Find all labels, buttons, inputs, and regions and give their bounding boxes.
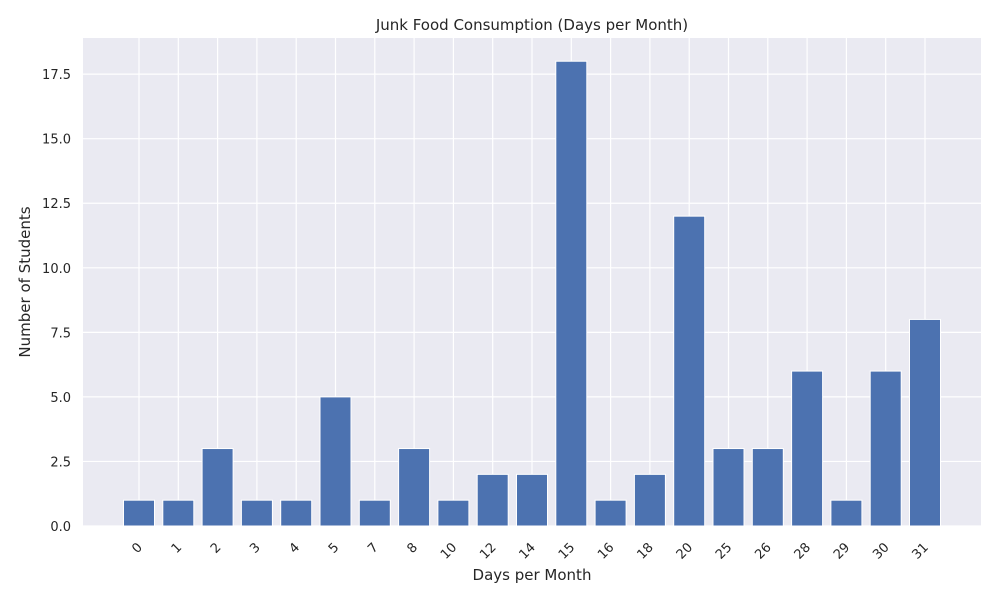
chart-title: Junk Food Consumption (Days per Month) (375, 16, 688, 34)
bar-4 (280, 499, 313, 527)
y-tick-label: 10.0 (42, 262, 71, 277)
x-tick-label: 1 (169, 540, 185, 556)
bar-15 (555, 60, 588, 527)
x-tick-label: 7 (365, 540, 381, 556)
bar-1 (162, 499, 195, 527)
bar-20 (673, 215, 706, 527)
x-tick-label: 0 (129, 540, 145, 556)
bar-29 (830, 499, 863, 527)
bar-14 (516, 473, 548, 527)
x-tick-labels: 0 1 2 3 4 5 7 8 10 12 14 15 16 18 20 25 26 28 29 30 31 (129, 540, 931, 562)
x-tick-label: 8 (404, 540, 420, 556)
bars (123, 60, 941, 527)
bar-7 (358, 499, 391, 527)
x-tick-label: 10 (438, 540, 460, 562)
x-tick-label: 12 (477, 540, 499, 562)
bar-5 (319, 396, 352, 527)
bar-25 (712, 448, 745, 527)
y-tick-label: 0.0 (50, 520, 71, 535)
bar-16 (594, 499, 627, 527)
y-tick-label: 5.0 (50, 391, 71, 406)
x-tick-label: 26 (752, 540, 774, 562)
x-tick-label: 31 (910, 540, 932, 562)
x-tick-label: 3 (247, 540, 263, 556)
y-tick-label: 7.5 (50, 326, 71, 341)
x-tick-label: 29 (831, 540, 853, 562)
bar-2 (201, 448, 234, 527)
bar-31 (909, 318, 941, 527)
x-tick-label: 5 (326, 540, 342, 556)
bar-10 (437, 499, 470, 527)
y-axis-label: Number of Students (16, 206, 34, 357)
bar-3 (240, 499, 273, 527)
y-tick-label: 12.5 (42, 197, 71, 212)
y-tick-labels: 0.0 2.5 5.0 7.5 10.0 12.5 15.0 17.5 (42, 68, 71, 535)
x-tick-label: 16 (595, 540, 617, 562)
bar-30 (869, 370, 902, 527)
bar-18 (633, 473, 666, 527)
bar-8 (398, 448, 431, 527)
bar-28 (791, 370, 824, 527)
x-tick-label: 30 (870, 540, 892, 562)
x-tick-label: 18 (634, 540, 656, 562)
x-axis-label: Days per Month (473, 566, 592, 584)
bar-12 (476, 473, 509, 527)
x-tick-label: 2 (208, 540, 224, 556)
y-tick-label: 17.5 (42, 68, 71, 83)
bar-0 (123, 499, 155, 527)
x-tick-label: 25 (713, 540, 735, 562)
y-tick-label: 2.5 (50, 455, 71, 470)
x-tick-label: 15 (556, 540, 578, 562)
x-tick-label: 20 (674, 540, 696, 562)
x-tick-label: 4 (287, 540, 303, 556)
y-tick-label: 15.0 (42, 133, 71, 148)
x-tick-label: 14 (517, 540, 539, 562)
x-tick-label: 28 (792, 540, 814, 562)
bar-26 (751, 448, 784, 527)
